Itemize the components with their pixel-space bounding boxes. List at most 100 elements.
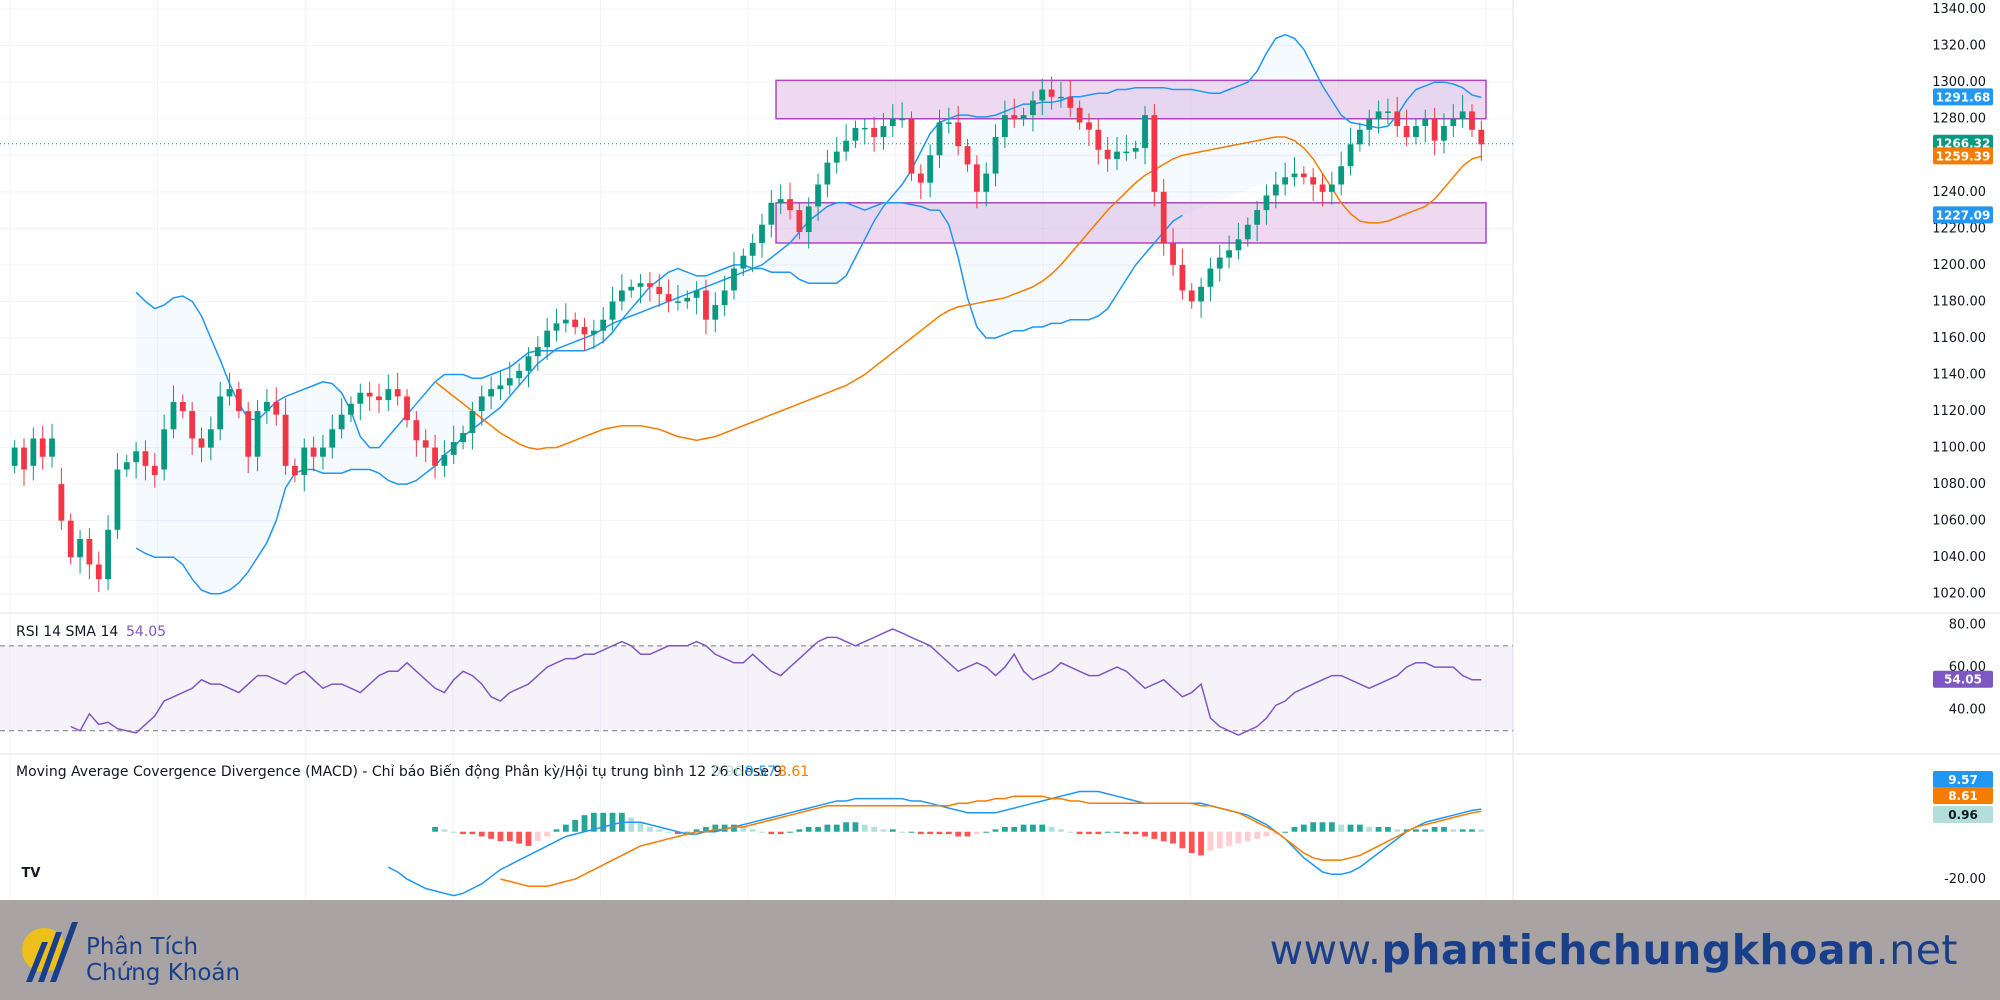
candle-body: [1226, 250, 1232, 258]
macd-badge-bg: [1933, 806, 1993, 823]
candle-body: [572, 319, 579, 328]
candle-body: [927, 155, 934, 183]
price-badge-bg: [1933, 206, 1993, 224]
macd-hist-bar: [1086, 831, 1092, 835]
price-badge: 1259.39: [1936, 149, 1991, 163]
candle-body: [179, 401, 186, 412]
candle-body: [1385, 111, 1391, 113]
candle-body: [899, 118, 906, 121]
macd-hist-bar: [441, 829, 448, 832]
support-resistance-zones: [775, 79, 1487, 244]
price-axis: 1340.001320.001300.001280.001260.001240.…: [1932, 2, 1986, 887]
macd-hist-bar: [1366, 827, 1373, 832]
macd-hist-bar: [945, 831, 952, 835]
price-badge: 1266.32: [1936, 137, 1991, 151]
macd-hist-bar: [1244, 831, 1251, 842]
macd-hist-bar: [899, 831, 906, 833]
macd-hist-bar: [1328, 822, 1335, 832]
macd-hist-bar: [1310, 822, 1317, 832]
macd-hist-bar: [712, 824, 719, 832]
chart-area[interactable]: 1340.001320.001300.001280.001260.001240.…: [0, 0, 2000, 900]
macd-hist-bar: [1104, 831, 1111, 833]
macd-hist-bar: [460, 831, 466, 835]
macd-hist-bar: [600, 812, 607, 832]
candle-body: [880, 126, 887, 138]
macd-hist-bar: [516, 831, 523, 844]
macd-hist-bar: [1469, 829, 1475, 832]
candle-body: [1450, 118, 1457, 127]
candle-body: [217, 396, 224, 430]
candle-body: [1235, 239, 1242, 251]
macd-hist-bar: [1198, 831, 1204, 856]
candle-body: [376, 396, 382, 401]
macd-hist-bar: [1356, 824, 1363, 832]
macd-hist-bar: [553, 829, 560, 832]
website-url[interactable]: www.phantichchungkhoan.net: [1269, 926, 1958, 974]
candlesticks: [11, 76, 1485, 592]
macd-hist-bar: [1030, 824, 1036, 832]
candle-body: [1338, 166, 1345, 185]
macd-hist-bar: [1441, 827, 1447, 832]
candle-body: [1375, 111, 1382, 119]
candle-body: [1254, 210, 1261, 225]
candle-body: [1469, 111, 1475, 130]
candle-body: [712, 305, 719, 320]
candle-body: [1300, 173, 1307, 178]
macd-hist-bar: [450, 831, 457, 833]
candle-body: [441, 454, 448, 466]
candle-body: [675, 301, 681, 303]
candle-body: [1179, 264, 1186, 291]
candle-body: [1048, 89, 1055, 97]
candle-body: [49, 438, 55, 457]
candle-body: [908, 118, 915, 174]
candle-body: [161, 429, 168, 470]
candle-body: [815, 184, 821, 207]
macd-hist-bar: [1263, 831, 1270, 837]
candle-body: [1394, 111, 1401, 127]
candle-body: [852, 127, 859, 141]
rsi-title: RSI 14 SMA 14: [16, 624, 118, 640]
macd-hist-bar: [955, 831, 962, 837]
candle-body: [254, 411, 261, 457]
candle-body: [1356, 129, 1363, 145]
svg-text:TV: TV: [22, 866, 41, 881]
macd-hist-bar: [590, 812, 597, 832]
candle-body: [450, 442, 457, 455]
macd-title: Moving Average Covergence Divergence (MA…: [16, 763, 782, 780]
candle-body: [647, 283, 653, 287]
candle-body: [1422, 118, 1429, 127]
candle-body: [740, 255, 747, 269]
candle-body: [264, 401, 270, 412]
candle-body: [1151, 115, 1158, 192]
macd-hist-bar: [843, 822, 849, 832]
candle-body: [1030, 100, 1036, 116]
macd-hist-bar: [1347, 824, 1354, 832]
macd-hist-bar: [1002, 827, 1008, 832]
macd-hist-bar: [432, 827, 438, 832]
candle-body: [983, 173, 990, 192]
candle-body: [198, 438, 205, 448]
candle-body: [21, 447, 27, 470]
macd-hist-bar: [1478, 829, 1485, 832]
candle-body: [1459, 111, 1466, 119]
macd-hist-bar: [684, 831, 691, 833]
rsi-badge: 54.05: [1944, 673, 1982, 687]
candle-body: [581, 327, 588, 335]
candle-body: [777, 199, 784, 203]
macd-hist-bar: [1375, 827, 1382, 832]
chart-logo-icon: [22, 922, 78, 982]
candle-body: [189, 411, 196, 439]
macd-hist-bar: [1179, 831, 1186, 849]
candle-body: [871, 127, 878, 138]
candle-body: [787, 199, 793, 211]
macd-hist-bar: [609, 812, 616, 832]
candle-body: [1319, 184, 1326, 192]
candle-body: [1095, 129, 1102, 150]
macd-hist-bar: [1431, 827, 1438, 832]
candle-body: [1114, 151, 1120, 159]
macd-hist-bar: [1394, 829, 1401, 832]
macd-hist-bar: [787, 831, 793, 833]
macd-hist-bar: [768, 831, 775, 835]
macd-hist-bar: [1403, 829, 1410, 832]
macd-hist-bar: [805, 827, 812, 832]
